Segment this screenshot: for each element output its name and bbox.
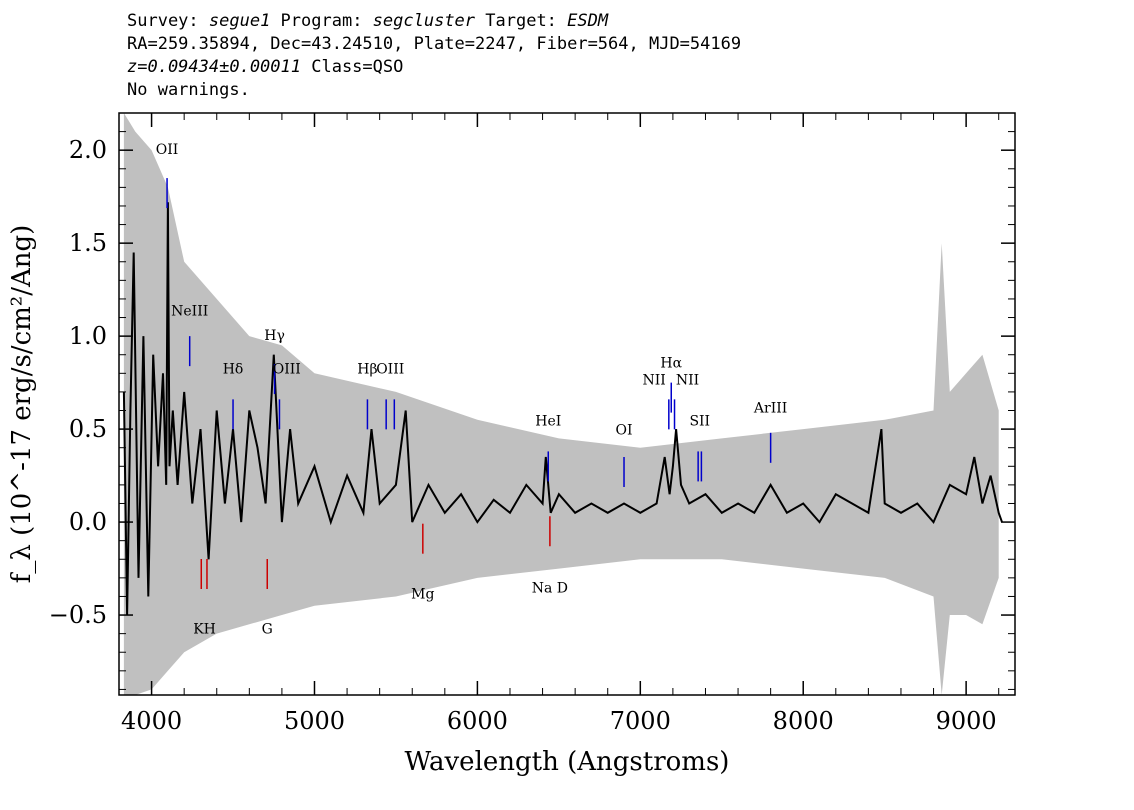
emission-label: OIII — [273, 361, 301, 377]
emission-label: Hα — [660, 356, 682, 372]
x-tick-label: 7000 — [610, 707, 671, 735]
flux-layer — [122, 202, 1003, 616]
plot-frame — [118, 112, 1016, 696]
target-value: ESDM — [567, 11, 609, 31]
header-line-coordinates: RA=259.35894, Dec=43.24510, Plate=2247, … — [127, 34, 742, 54]
y-axis-title: f_λ (10^-17 erg/s/cm²/Ang) — [7, 225, 37, 584]
survey-label: Survey: — [127, 11, 209, 31]
x-tick-label: 5000 — [284, 707, 345, 735]
axis-ticks-layer: 4000 5000 6000 7000 8000 9000 −0.5 0.0 0.5 1.0 1.5… — [49, 112, 1015, 735]
y-tick-label: 0.0 — [69, 508, 107, 536]
emission-label: OIII — [376, 361, 404, 377]
redshift-value: z=0.09434±0.00011 — [127, 57, 301, 77]
x-tick-label: 8000 — [773, 707, 834, 735]
header-line-redshift: z=0.09434±0.00011 Class=QSO — [127, 56, 741, 79]
absorption-label: G — [262, 622, 273, 638]
target-label: Target: — [475, 11, 568, 31]
emission-label: NeIII — [171, 304, 208, 320]
survey-value: segue1 — [208, 11, 271, 31]
error-band-layer — [123, 113, 999, 695]
emission-label: HeI — [535, 413, 561, 429]
x-tick-label: 9000 — [936, 707, 997, 735]
spectrum-header: Survey: segue1 Program: segcluster Targe… — [127, 10, 741, 102]
y-tick-label: 1.0 — [69, 322, 107, 350]
emission-label: NII — [643, 372, 666, 388]
x-tick-label: 4000 — [121, 707, 182, 735]
absorption-label: Na D — [532, 581, 568, 597]
flux-line — [122, 202, 1003, 616]
emission-label: Hδ — [223, 361, 244, 377]
error-band — [123, 113, 999, 695]
header-line-survey: Survey: segue1 Program: segcluster Targe… — [127, 10, 741, 33]
emission-label: Hβ — [357, 361, 377, 377]
y-tick-label: 1.5 — [69, 229, 107, 257]
absorption-label: Mg — [411, 586, 434, 602]
y-tick-label: 0.5 — [69, 415, 107, 443]
absorption-label: KH — [193, 622, 216, 638]
y-tick-label: −0.5 — [49, 601, 107, 629]
emission-label: ArIII — [753, 400, 787, 416]
header-line-warnings: No warnings. — [127, 80, 250, 100]
y-tick-label: 2.0 — [69, 136, 107, 164]
emission-label: SII — [689, 413, 710, 429]
emission-label: OI — [616, 423, 633, 439]
x-axis-title: Wavelength (Angstroms) — [405, 747, 730, 777]
program-label: Program: — [270, 11, 373, 31]
class-value: Class=QSO — [301, 57, 404, 77]
program-value: segcluster — [372, 11, 476, 31]
emission-label: Hγ — [264, 328, 285, 344]
emission-label: OII — [156, 142, 179, 158]
x-tick-label: 6000 — [447, 707, 508, 735]
emission-label: NII — [676, 372, 699, 388]
